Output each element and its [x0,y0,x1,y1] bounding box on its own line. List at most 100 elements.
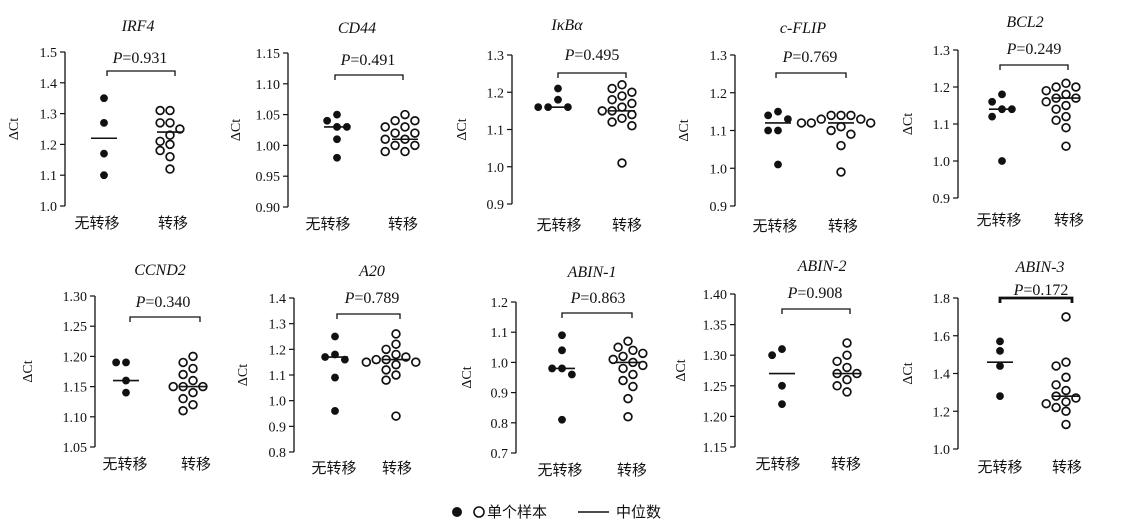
y-axis-label: ΔCt [455,118,470,140]
x-category-label: 无转移 [755,455,800,473]
y-tick-label: 1.1 [40,169,58,184]
open-data-point [1061,122,1071,133]
filled-data-point [333,110,341,119]
open-data-point [607,83,617,94]
panel-title: IRF4 [121,18,155,35]
x-category-label: 无转移 [976,211,1021,229]
y-tick-label: 1.10 [63,411,88,426]
y-tick-label: 0.9 [491,387,509,402]
x-category-label: 转移 [181,455,211,473]
open-data-point [391,411,401,421]
y-tick-label: 1.25 [703,380,728,395]
y-tick-label: 1.4 [269,292,287,307]
open-data-point [1061,312,1071,322]
legend-filled-marker [452,507,462,517]
open-data-point [618,375,628,386]
y-tick-label: 0.9 [269,420,287,435]
open-data-point [381,365,391,375]
y-tick-label: 1.3 [487,49,505,64]
open-data-point [361,357,372,367]
filled-data-point [100,171,108,180]
open-data-point [836,140,846,151]
x-category-label: 无转移 [977,458,1022,476]
open-data-point [1061,397,1071,407]
y-tick-label: 1.3 [710,49,728,64]
x-category-label: 无转移 [537,461,582,479]
y-tick-label: 1.2 [269,343,287,358]
filled-data-point [558,415,566,424]
y-axis-label: ΔCt [7,118,22,140]
open-data-point [400,109,410,120]
open-data-point [1061,372,1071,383]
open-data-point [618,363,628,374]
open-data-point [607,117,617,127]
y-tick-label: 1.4 [933,368,951,383]
open-data-point [391,349,401,360]
panel-title: IκBα [550,17,583,34]
y-tick-label: 1.1 [710,125,728,140]
y-tick-label: 1.40 [703,288,728,303]
open-data-point [188,387,198,398]
open-data-point [623,393,633,404]
x-category-label: 无转移 [305,215,350,233]
panel-title: A20 [358,263,385,280]
legend-median-label: 中位数 [616,503,661,521]
y-tick-label: 1.05 [256,109,281,124]
open-data-point [371,354,381,365]
open-data-point [1071,82,1081,92]
legend: 单个样本 中位数 [452,503,661,521]
y-tick-label: 1.1 [933,118,951,133]
open-data-point [155,136,165,147]
panel-abin-3: ABIN-3 1.0 1.2 1.4 1.6 1.8 ΔCt 无转移 转移 P=0.172 [901,259,1082,476]
x-category-label: 转移 [1054,211,1084,229]
y-axis-label: ΔCt [901,362,916,384]
x-category-label: 无转移 [102,455,147,473]
open-data-point [617,113,627,124]
filled-data-point [778,345,786,353]
filled-data-point [558,331,566,340]
filled-data-point [764,111,773,120]
p-value-label: P=0.249 [1006,41,1062,58]
y-axis-label: ΔCt [236,364,251,386]
panel-title: ABIN-3 [1015,259,1065,276]
panel-abin-2: ABIN-2 1.15 1.20 1.25 1.30 1.35 1.40 ΔCt 无转移 转移 P=… [674,258,862,473]
open-data-point [165,118,175,128]
filled-data-point [996,392,1004,401]
filled-data-point [778,400,786,409]
significance-bracket [129,316,201,322]
filled-data-point [996,346,1004,355]
y-axis-label: ΔCt [677,119,692,141]
y-axis-label: ΔCt [901,113,916,135]
open-data-point [410,116,420,126]
open-data-point [842,374,852,385]
y-tick-label: 1.00 [256,139,281,154]
filled-data-point [768,351,777,360]
open-data-point [856,114,866,124]
open-data-point [1061,385,1071,396]
y-tick-label: 0.8 [491,417,509,432]
filled-data-point [554,95,562,104]
open-data-point [623,412,633,422]
open-data-point [1051,402,1061,413]
open-data-point [391,339,401,349]
y-tick-label: 1.0 [40,200,58,215]
open-data-point [826,110,836,121]
open-data-point [188,375,198,386]
panel-title: ABIN-2 [797,258,847,275]
y-tick-label: 1.4 [40,77,58,92]
open-data-point [842,338,852,348]
open-data-point [1061,406,1071,417]
significance-bracket [334,74,404,80]
open-data-point [390,128,400,138]
filled-data-point [112,358,121,367]
open-data-point [1061,78,1071,89]
x-category-label: 转移 [612,216,642,234]
open-data-point [165,105,175,116]
filled-data-point [333,135,341,144]
filled-data-point [122,388,130,397]
open-data-point [155,105,165,116]
p-value-label: P=0.789 [344,290,400,307]
open-data-point [796,118,807,128]
x-category-label: 转移 [382,459,412,477]
open-data-point [1061,141,1071,151]
